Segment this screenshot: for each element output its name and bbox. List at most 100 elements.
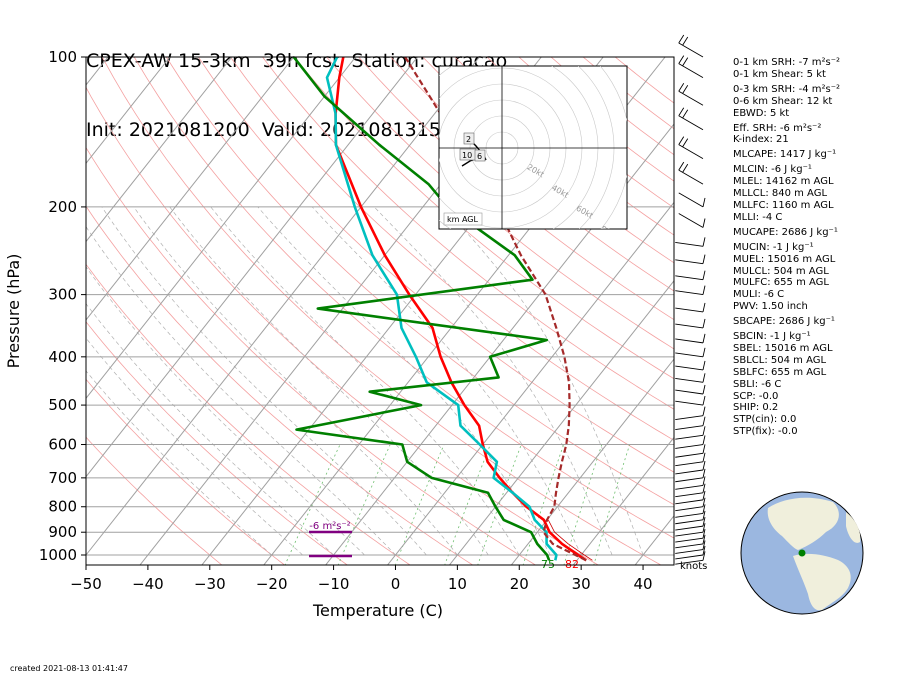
mixing-ratio-line	[563, 444, 603, 565]
dry-adiabat	[165, 57, 674, 506]
moist-adiabat	[210, 206, 520, 556]
y-tick-label: 400	[48, 348, 77, 366]
wind-barb	[675, 469, 704, 475]
wind-barb-flag	[678, 136, 685, 145]
hodograph-height-marker: 10	[459, 148, 477, 161]
param-line: MUCIN: -1 J kg⁻¹	[733, 241, 814, 253]
param-line: MLEL: 14162 m AGL	[733, 176, 834, 188]
param-line: MLLI: -4 C	[733, 211, 783, 223]
wind-barb	[675, 512, 704, 518]
wind-barb	[675, 519, 704, 525]
param-line: SBEL: 15016 m AGL	[733, 342, 833, 354]
moist-adiabat	[311, 206, 582, 556]
wind-barb-flag	[702, 534, 706, 545]
isotherm	[86, 57, 418, 478]
wind-barb	[675, 377, 704, 383]
isotherm	[386, 201, 674, 565]
hodograph-legend-label: km AGL	[447, 215, 479, 224]
wind-barb	[675, 389, 704, 395]
wind-barb	[675, 259, 704, 265]
wind-barb-flag	[702, 540, 706, 550]
param-line: SBCIN: -1 J kg⁻¹	[733, 331, 811, 343]
wind-barb	[678, 115, 704, 131]
isotherm	[325, 123, 674, 565]
wind-barb	[675, 415, 704, 420]
wind-barb	[675, 444, 704, 449]
isotherm	[572, 436, 674, 565]
param-line: K-index: 21	[733, 134, 789, 146]
param-line: Eff. SRH: -6 m²s⁻²	[733, 122, 822, 134]
isotherm	[448, 279, 674, 565]
wind-barb-flag	[702, 490, 706, 500]
wind-barb-flag	[682, 36, 689, 46]
srh-marker: -6 m²s⁻²	[309, 521, 352, 558]
wind-barb-flag	[682, 109, 689, 119]
mixing-ratio-line	[337, 444, 391, 565]
dry-adiabat	[86, 378, 286, 565]
wind-barb	[675, 365, 704, 371]
param-line: 0-1 km SRH: -7 m²s⁻²	[733, 57, 840, 68]
hodograph-height-label: 6	[477, 152, 482, 161]
wind-barb	[675, 242, 704, 247]
wind-barb-flag	[702, 384, 706, 395]
param-line: MLCIN: -6 J kg⁻¹	[733, 164, 812, 176]
y-axis-label: Pressure (hPa)	[4, 254, 23, 369]
isotherm	[86, 57, 171, 165]
wind-barb	[675, 338, 704, 344]
wind-barb-flag	[702, 360, 706, 371]
wind-barb	[675, 477, 704, 483]
wind-barb-flag	[702, 318, 706, 329]
series-wet-bulb	[325, 57, 558, 561]
station-marker	[798, 549, 806, 557]
moist-adiabat	[86, 370, 272, 556]
x-axis-label: Temperature (C)	[312, 601, 443, 620]
hodograph-height-label: 2	[466, 135, 471, 144]
wind-barb-flag	[678, 55, 685, 64]
dry-adiabat	[230, 57, 674, 441]
param-line: MULFC: 655 m AGL	[733, 277, 829, 289]
hodograph-ring-label: 80kt	[599, 224, 619, 241]
wind-barb-flag	[702, 416, 706, 426]
x-tick-label: 0	[391, 575, 401, 593]
wind-barb-flag	[702, 545, 706, 556]
wind-barb	[675, 506, 704, 512]
wind-barb-flag	[702, 270, 706, 280]
dry-adiabat	[86, 263, 411, 565]
param-line: 0-6 km Shear: 12 kt	[733, 95, 833, 107]
wind-barb	[678, 42, 704, 58]
x-tick-label: −50	[70, 575, 102, 593]
x-tick-label: 20	[510, 575, 529, 593]
wind-barb-flag	[702, 254, 706, 264]
wind-barb	[675, 492, 704, 498]
wind-barb-flag	[682, 138, 689, 147]
y-tick-label: 500	[48, 396, 77, 414]
mixing-ratio-line	[477, 444, 522, 565]
wind-barb	[675, 307, 704, 313]
wind-barb	[675, 537, 704, 543]
param-line: EBWD: 5 kt	[733, 107, 790, 119]
mixing-ratio-line	[284, 444, 341, 565]
wind-barb	[675, 461, 704, 467]
isotherm	[86, 57, 357, 400]
param-line: STP(cin): 0.0	[733, 414, 797, 426]
dry-adiabat	[86, 321, 348, 565]
param-line: STP(fix): -0.0	[733, 426, 798, 438]
wind-barb-flag	[702, 302, 706, 313]
isotherm	[510, 358, 674, 565]
wind-unit-label: knots	[680, 561, 707, 572]
wind-barb-flag	[702, 285, 706, 295]
wind-barb-flag	[702, 517, 706, 527]
dry-adiabat	[86, 205, 474, 565]
dry-adiabat	[422, 57, 674, 264]
param-line: SBLFC: 655 m AGL	[733, 366, 827, 378]
wind-barb-flag	[702, 504, 706, 514]
moist-adiabat	[257, 206, 551, 556]
param-line: SBLI: -6 C	[733, 378, 782, 390]
dry-adiabat	[262, 57, 674, 410]
wind-barb	[675, 452, 704, 458]
x-tick-label: −10	[318, 575, 350, 593]
wind-barb	[678, 144, 704, 160]
x-tick-label: −30	[194, 575, 226, 593]
dry-adiabat	[86, 146, 537, 565]
